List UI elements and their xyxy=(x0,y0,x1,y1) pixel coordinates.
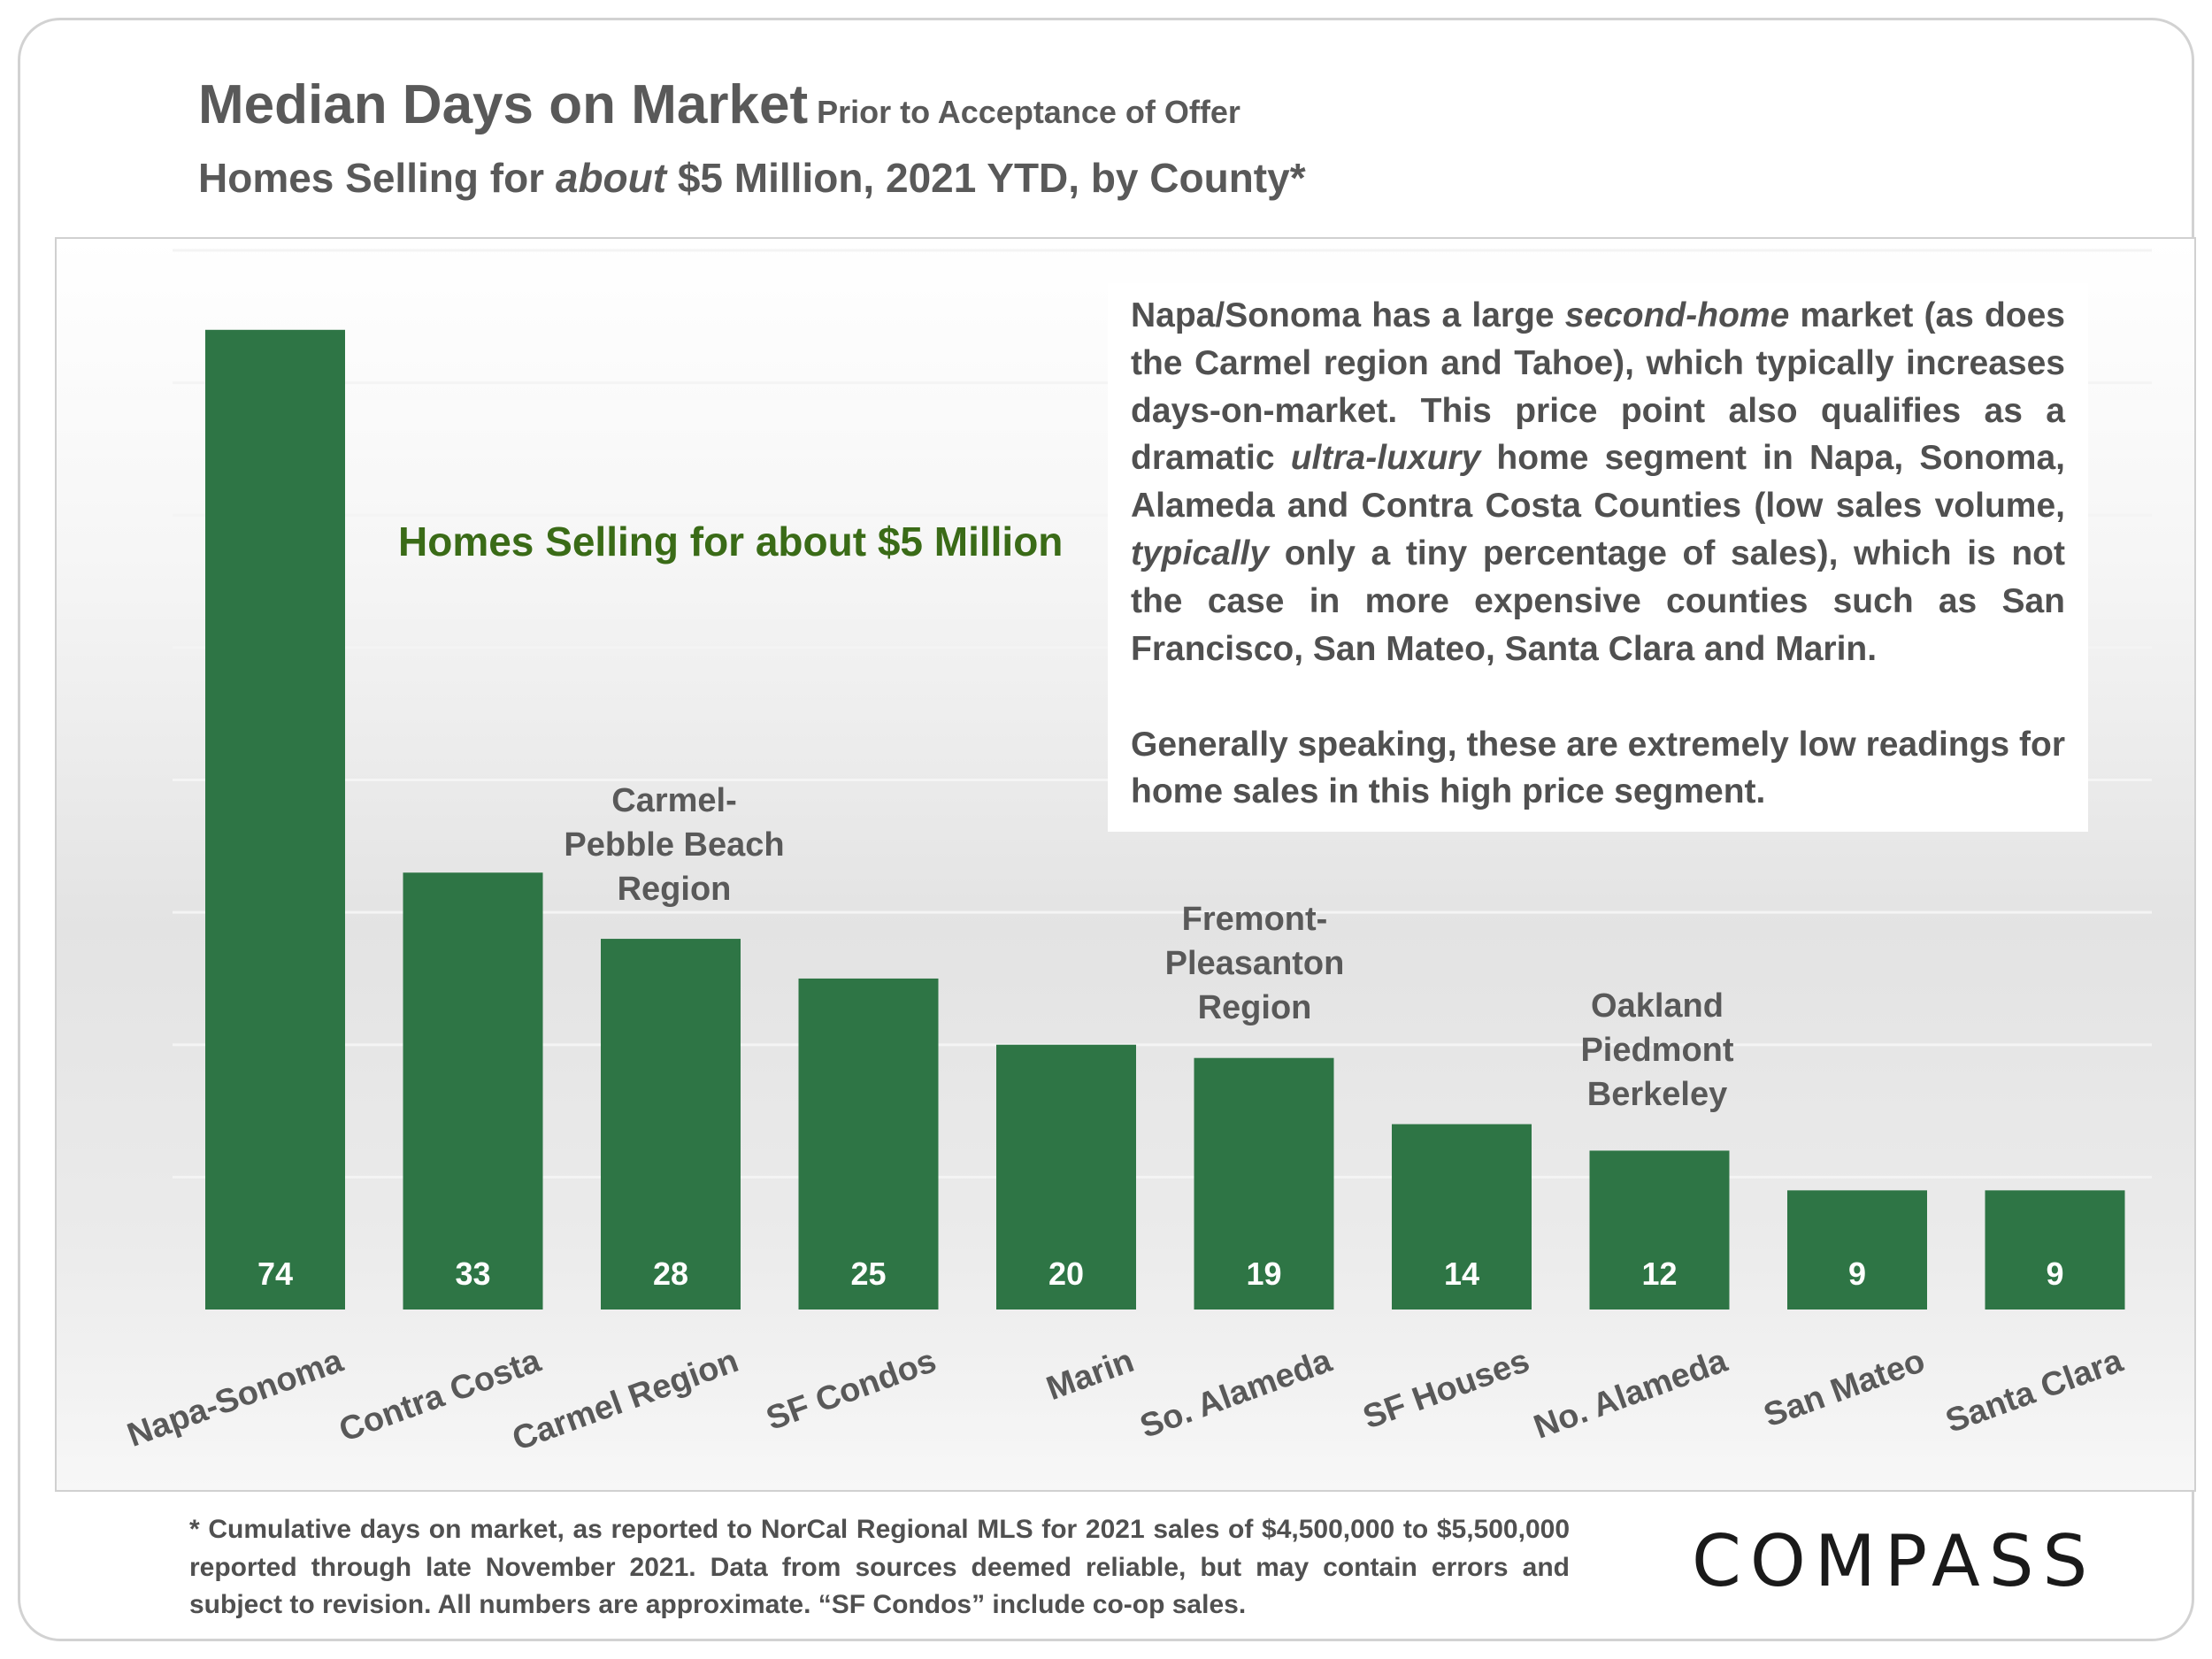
region-label-fremont: Fremont- Pleasanton Region xyxy=(1122,897,1387,1030)
bar xyxy=(1589,1150,1730,1310)
title-sub: Prior to Acceptance of Offer xyxy=(817,94,1240,130)
bar-value-label: 19 xyxy=(1246,1256,1281,1292)
category-label: Marin xyxy=(1041,1342,1139,1408)
annotation-text: only a tiny percentage of sales), which … xyxy=(1131,534,2065,668)
region-label-line: Pleasanton xyxy=(1164,945,1345,983)
bar-value-label: 12 xyxy=(1641,1256,1677,1292)
bar-value-label: 25 xyxy=(850,1256,886,1292)
region-label-line: Region xyxy=(1197,989,1312,1027)
bar xyxy=(1194,1057,1334,1310)
annotation-italic: second-home xyxy=(1564,296,1790,334)
category-label: San Mateo xyxy=(1759,1342,1930,1434)
annotation-italic: typically xyxy=(1131,534,1270,573)
region-label-oakland: Oakland Piedmont Berkeley xyxy=(1525,984,1790,1117)
bar-value-label: 33 xyxy=(455,1256,490,1292)
category-label: SF Condos xyxy=(762,1342,941,1438)
category-label: Napa-Sonoma xyxy=(123,1342,349,1455)
footnote: * Cumulative days on market, as reported… xyxy=(189,1515,1570,1620)
subtitle-part-2: $5 Million, 2021 YTD, by County* xyxy=(666,155,1306,201)
bar xyxy=(798,978,939,1310)
region-label-line: Fremont- xyxy=(1181,901,1328,938)
annotation-paragraph-2: Generally speaking, these are extremely … xyxy=(1131,725,2065,811)
chart-title: Median Days on Market Prior to Acceptance… xyxy=(198,78,1240,133)
annotation-italic: ultra-luxury xyxy=(1290,439,1481,478)
region-label-line: Berkeley xyxy=(1586,1076,1728,1114)
bar-value-label: 74 xyxy=(257,1256,293,1292)
annotation-text: market (as does the Carmel region and Ta… xyxy=(1131,296,2065,478)
subtitle-part-1: Homes Selling for xyxy=(198,155,556,201)
region-label-line: Carmel- xyxy=(611,782,737,819)
annotation-text: home segment in Napa, Sonoma, Alameda an… xyxy=(1131,439,2065,526)
category-label: Carmel Region xyxy=(508,1342,743,1458)
bar xyxy=(205,329,345,1310)
bar xyxy=(1985,1190,2125,1310)
title-main: Median Days on Market xyxy=(198,74,809,135)
bar xyxy=(1392,1124,1532,1310)
bar-value-label: 20 xyxy=(1048,1256,1084,1292)
category-label: SF Houses xyxy=(1358,1342,1534,1437)
annotation-paragraph-1: Napa/Sonoma has a large second-home mark… xyxy=(1131,292,2065,673)
bar xyxy=(1787,1190,1927,1310)
region-label-carmel: Carmel- Pebble Beach Region xyxy=(541,779,807,911)
bar xyxy=(601,939,741,1310)
compass-logo: COMPASS xyxy=(1692,1520,2097,1602)
chart-inline-label: Homes Selling for about $5 Million xyxy=(398,518,1064,565)
bar xyxy=(403,872,543,1310)
category-label: Santa Clara xyxy=(1941,1342,2129,1440)
bar-value-label: 9 xyxy=(2046,1256,2063,1292)
bar xyxy=(996,1044,1136,1310)
bar-value-label: 14 xyxy=(1444,1256,1479,1292)
region-label-line: Region xyxy=(617,871,732,909)
category-label: No. Alameda xyxy=(1529,1342,1732,1447)
bar-value-label: 28 xyxy=(653,1256,688,1292)
annotation-box: Napa/Sonoma has a large second-home mark… xyxy=(1108,283,2088,832)
region-label-line: Pebble Beach xyxy=(564,826,785,864)
chart-subtitle: Homes Selling for about $5 Million, 2021… xyxy=(198,157,1306,198)
region-label-line: Piedmont xyxy=(1580,1032,1734,1070)
category-label: So. Alameda xyxy=(1135,1342,1337,1446)
subtitle-italic: about xyxy=(555,155,667,201)
bar-value-label: 9 xyxy=(1848,1256,1866,1292)
annotation-text: Napa/Sonoma has a large xyxy=(1131,296,1565,334)
region-label-line: Oakland xyxy=(1591,987,1724,1025)
